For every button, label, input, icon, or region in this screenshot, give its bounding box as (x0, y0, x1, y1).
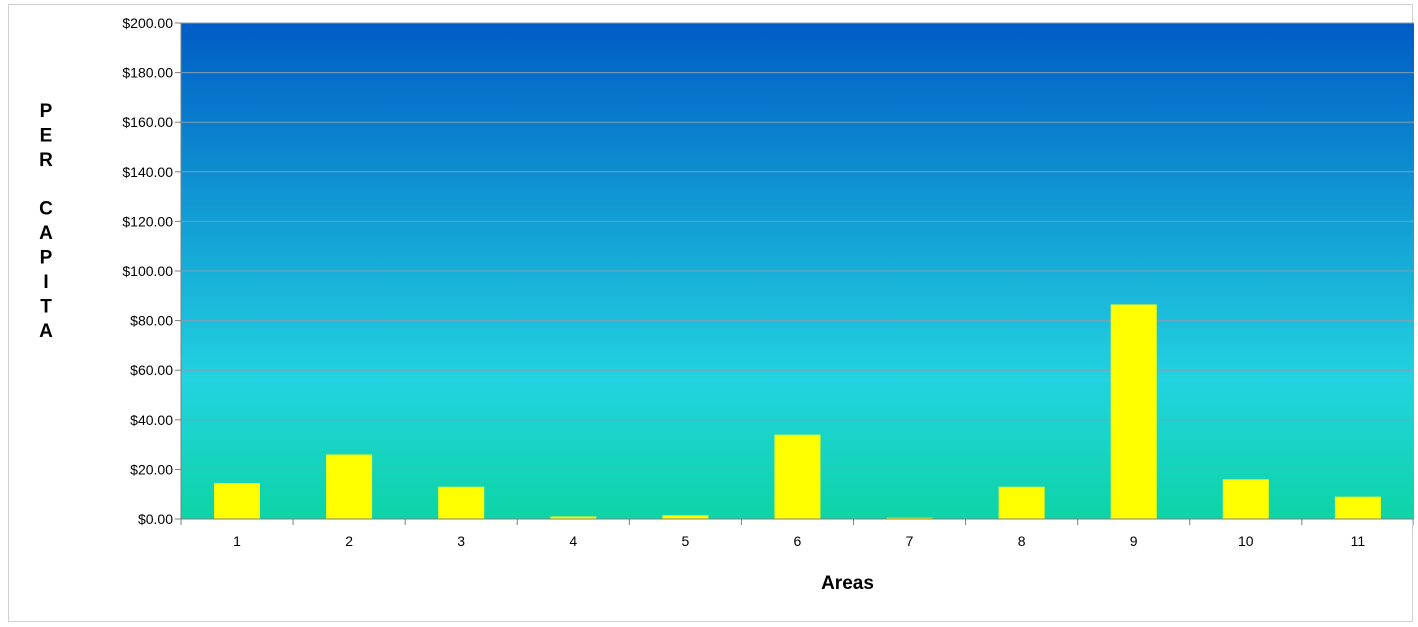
y-tick-label: $180.00 (122, 65, 173, 81)
bars (214, 304, 1381, 519)
y-axis-title-char: E (40, 126, 53, 147)
x-tick-label: 3 (457, 533, 465, 549)
x-tick-label: 5 (681, 533, 689, 549)
y-tick-label: $60.00 (130, 362, 173, 378)
y-axis-title-char: P (40, 101, 53, 122)
bar-area-10 (1222, 479, 1269, 519)
x-tick-label: 4 (569, 533, 577, 549)
y-tick-label: $40.00 (130, 412, 173, 428)
y-tick-label: $200.00 (122, 15, 173, 31)
bar-area-11 (1334, 496, 1381, 519)
bar-area-8 (998, 486, 1045, 519)
tick-labels: $0.00 $20.00 $40.00 $60.00 $80.00 $100.00 $120… (122, 15, 1366, 549)
chart-frame: $0.00 $20.00 $40.00 $60.00 $80.00 $100.00 $120… (8, 4, 1414, 622)
bar-area-5 (662, 515, 709, 519)
y-axis-title-char: P (40, 248, 53, 269)
y-axis-title-char: R (39, 150, 53, 171)
bar-area-9 (1110, 304, 1157, 519)
x-tick-label: 6 (794, 533, 802, 549)
x-tick-label: 2 (345, 533, 353, 549)
bar-area-7 (886, 517, 933, 519)
y-axis-title-char: A (39, 321, 53, 342)
x-axis-title: Areas (821, 573, 874, 594)
axes (175, 22, 1414, 525)
gridlines (181, 22, 1414, 470)
bar-chart: $0.00 $20.00 $40.00 $60.00 $80.00 $100.00 $120… (39, 15, 1414, 594)
x-tick-label: 10 (1238, 533, 1254, 549)
x-tick-label: 11 (1351, 533, 1366, 549)
y-axis-title-char: C (39, 199, 53, 220)
x-tick-label: 9 (1130, 533, 1138, 549)
y-axis-title-char: T (40, 297, 52, 318)
bar-area-2 (326, 454, 373, 519)
y-tick-label: $160.00 (122, 114, 173, 130)
y-tick-label: $80.00 (130, 313, 173, 329)
x-tick-label: 7 (906, 533, 914, 549)
y-tick-label: $0.00 (138, 511, 173, 527)
y-axis-title-char: A (39, 223, 53, 244)
bar-area-1 (214, 483, 261, 519)
x-tick-label: 1 (233, 533, 241, 549)
bar-area-3 (438, 486, 485, 519)
x-tick-label: 8 (1018, 533, 1026, 549)
y-tick-label: $100.00 (122, 263, 173, 279)
bar-area-4 (550, 516, 597, 519)
y-tick-label: $140.00 (122, 164, 173, 180)
y-tick-label: $20.00 (130, 461, 173, 477)
bar-area-6 (774, 434, 821, 519)
y-axis-title-char: I (43, 272, 48, 293)
y-tick-label: $120.00 (122, 213, 173, 229)
